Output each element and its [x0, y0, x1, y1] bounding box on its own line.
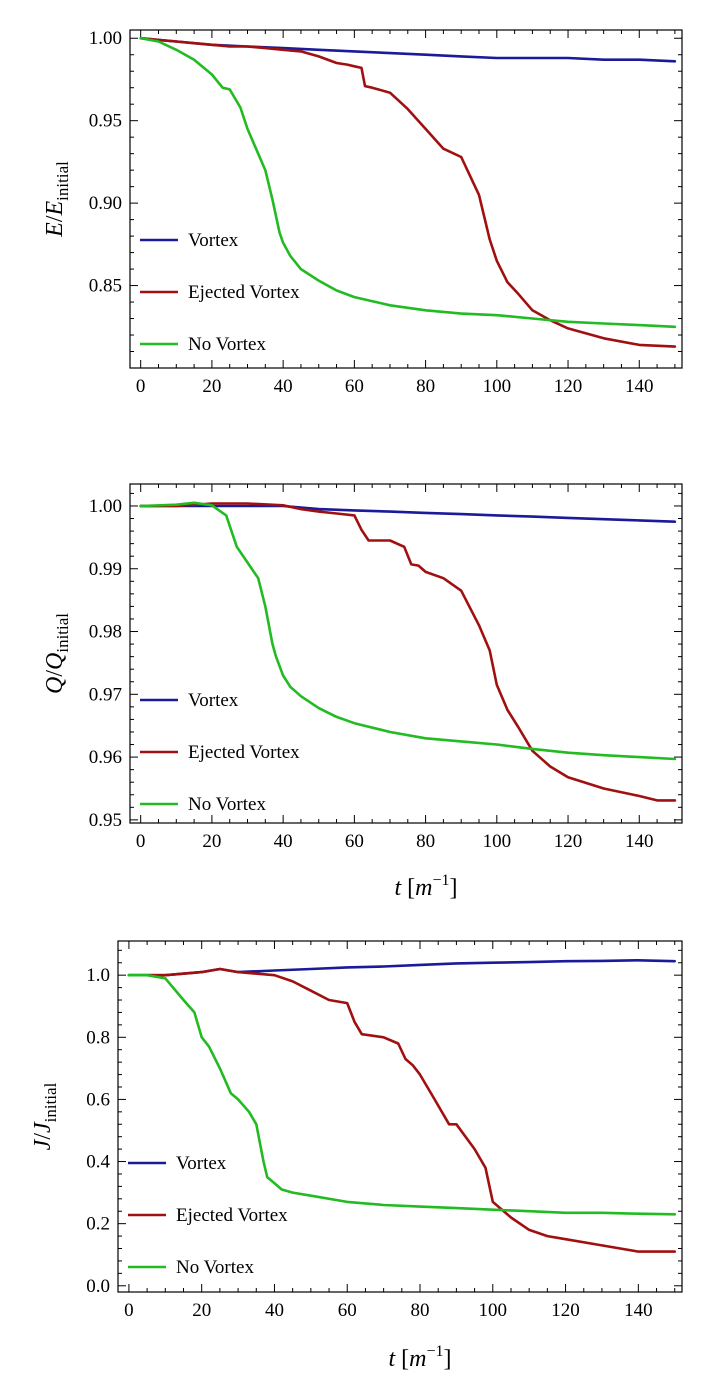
y-tick-label: 1.0	[86, 965, 110, 986]
legend: Vortex Ejected Vortex No Vortex	[128, 1153, 288, 1278]
x-axis-label-exponent: −1	[432, 872, 449, 889]
chart-panel-1: 0 20 40 60 80 100 120 140 0.85 0.90 0.95 1.00 E/Eini…	[42, 28, 683, 397]
y-axis-label: E/Einitial	[42, 161, 72, 238]
x-tick-label: 80	[411, 1300, 430, 1321]
series-line-novortex	[139, 501, 677, 761]
y-tick-label: 0.4	[86, 1152, 110, 1173]
y-tick-label: 0.2	[86, 1214, 110, 1235]
y-tick-label: 0.95	[89, 810, 122, 831]
y-tick-label: 0.97	[89, 684, 122, 705]
y-axis-label: Q/Qinitial	[42, 613, 72, 694]
y-axis-label-subscript: initial	[53, 161, 72, 201]
y-tick-label: 0.99	[89, 559, 122, 580]
x-axis-label-unit: m	[409, 1346, 426, 1372]
y-tick-label: 0.0	[86, 1276, 110, 1297]
legend-label-vortex: Vortex	[188, 230, 239, 251]
legend-label-novortex: No Vortex	[188, 794, 266, 815]
y-tick-label: 0.90	[89, 193, 122, 214]
plot-frame	[129, 483, 683, 824]
legend-label-ejected: Ejected Vortex	[188, 742, 300, 763]
series-line-ejected	[139, 502, 677, 802]
y-axis-label-subscript: initial	[41, 1082, 60, 1122]
legend-label-novortex: No Vortex	[188, 334, 266, 355]
plot-frame	[117, 940, 683, 1293]
x-tick-label: 80	[416, 376, 435, 397]
x-tick-label: 20	[192, 1300, 211, 1321]
x-tick-label: 40	[274, 376, 293, 397]
y-axis-label-slash: /	[42, 215, 68, 222]
series-line-vortex	[139, 36, 677, 63]
series-line-vortex	[139, 504, 677, 524]
y-axis-label-main: Q	[42, 677, 68, 694]
x-tick-label: 0	[136, 376, 146, 397]
x-tick-label: 40	[274, 831, 293, 852]
x-tick-label: 0	[136, 831, 146, 852]
series-line-ejected	[127, 967, 677, 1253]
x-tick-label: 140	[624, 1300, 653, 1321]
y-tick-label: 0.8	[86, 1027, 110, 1048]
x-axis-label-exponent: −1	[426, 1343, 443, 1360]
x-axis-label-bracket-open: [	[407, 875, 415, 901]
y-tick-label: 0.85	[89, 276, 122, 297]
chart-panel-2: 0 20 40 60 80 100 120 140 0.95 0.96 0.97 0.98 0.99 1.…	[42, 483, 683, 901]
plot-frame	[129, 29, 683, 369]
y-tick-label: 0.98	[89, 622, 122, 643]
legend-label-novortex: No Vortex	[176, 1257, 254, 1278]
series-line-vortex	[127, 958, 677, 977]
x-tick-label: 20	[202, 376, 221, 397]
x-tick-label: 80	[416, 831, 435, 852]
y-axis-label-denominator: E	[42, 201, 68, 217]
series-line-novortex	[127, 973, 677, 1216]
y-axis-label: J/Jinitial	[30, 1082, 60, 1150]
x-tick-label: 60	[345, 831, 364, 852]
y-tick-label: 0.6	[86, 1089, 110, 1110]
y-axis-label-main: J	[30, 1138, 56, 1150]
x-tick-label: 100	[479, 1300, 508, 1321]
x-axis-label-unit: m	[415, 875, 432, 901]
series-line-novortex	[139, 36, 677, 329]
x-axis-label-bracket-close: ]	[450, 875, 458, 901]
x-axis-label-var: t	[394, 875, 402, 901]
chart-panel-3: 0 20 40 60 80 100 120 140 0.0 0.2 0.4 0.6 0.8 1.0 J/Ji…	[30, 940, 683, 1372]
x-tick-label: 60	[345, 376, 364, 397]
y-tick-label: 1.00	[89, 28, 122, 49]
x-tick-label: 120	[554, 376, 583, 397]
y-axis-label-denominator: Q	[42, 653, 68, 670]
y-axis-label-subscript: initial	[53, 613, 72, 653]
x-tick-label: 100	[483, 376, 512, 397]
x-tick-label: 100	[483, 831, 512, 852]
y-axis-label-slash: /	[30, 1133, 56, 1140]
x-axis-label-bracket-close: ]	[444, 1346, 452, 1372]
y-tick-label: 0.96	[89, 747, 122, 768]
x-tick-label: 120	[554, 831, 583, 852]
y-tick-label: 1.00	[89, 496, 122, 517]
x-tick-label: 40	[265, 1300, 284, 1321]
x-tick-label: 0	[124, 1300, 134, 1321]
y-axis-label-main: E	[42, 222, 68, 238]
x-tick-label: 140	[625, 831, 654, 852]
legend-label-vortex: Vortex	[188, 690, 239, 711]
x-axis-label: t [m−1]	[388, 1343, 451, 1372]
legend: Vortex Ejected Vortex No Vortex	[140, 230, 300, 355]
y-tick-label: 0.95	[89, 111, 122, 132]
x-tick-label: 60	[338, 1300, 357, 1321]
series-line-ejected	[139, 36, 677, 348]
legend-label-ejected: Ejected Vortex	[176, 1205, 288, 1226]
legend: Vortex Ejected Vortex No Vortex	[140, 690, 300, 815]
x-axis-label: t [m−1]	[394, 872, 457, 901]
x-axis-label-var: t	[388, 1346, 396, 1372]
legend-label-vortex: Vortex	[176, 1153, 227, 1174]
legend-label-ejected: Ejected Vortex	[188, 282, 300, 303]
x-tick-label: 20	[202, 831, 221, 852]
x-tick-label: 140	[625, 376, 654, 397]
x-tick-label: 120	[551, 1300, 580, 1321]
y-axis-label-slash: /	[42, 670, 68, 677]
y-axis-label-denominator: J	[30, 1121, 56, 1133]
x-axis-label-bracket-open: [	[401, 1346, 409, 1372]
